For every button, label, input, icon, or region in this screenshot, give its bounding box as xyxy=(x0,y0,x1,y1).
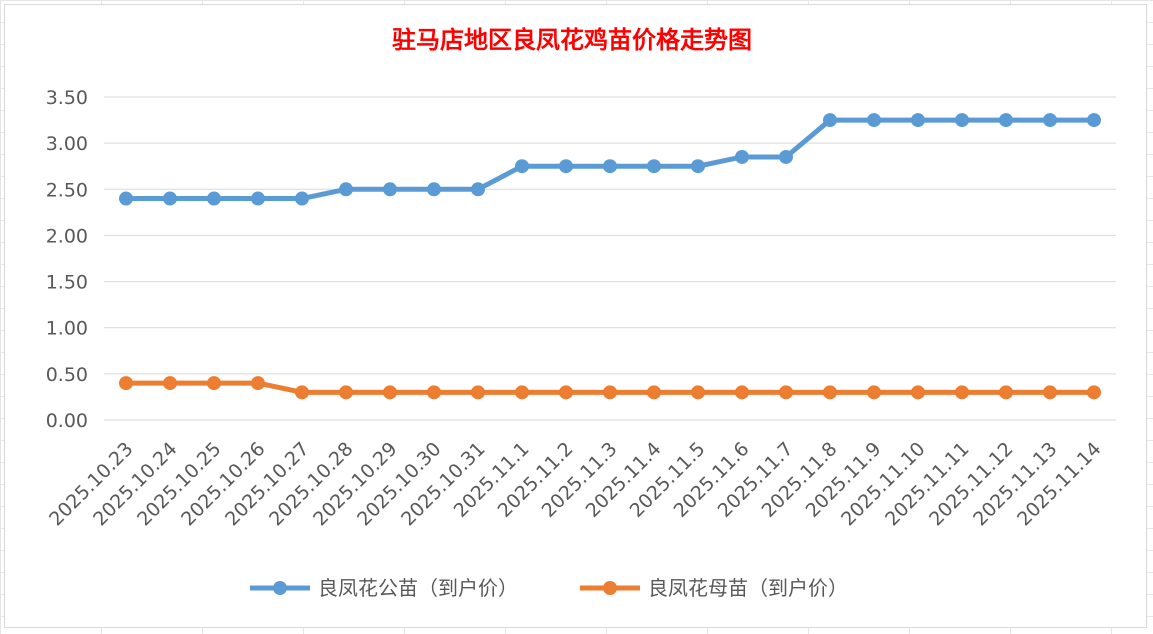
y-tick-label: 0.50 xyxy=(46,364,88,386)
data-point xyxy=(163,191,177,206)
data-point xyxy=(647,385,661,400)
data-point xyxy=(867,385,881,400)
legend-item[interactable]: 良凤花公苗（到户价） xyxy=(250,576,518,600)
data-point xyxy=(251,191,265,206)
legend-label: 良凤花母苗（到户价） xyxy=(648,576,848,600)
data-point xyxy=(867,113,881,128)
data-point xyxy=(1087,385,1101,400)
data-point xyxy=(603,385,617,400)
data-point xyxy=(999,113,1013,128)
data-point xyxy=(603,159,617,174)
data-point xyxy=(955,385,969,400)
data-point xyxy=(295,385,309,400)
data-point xyxy=(999,385,1013,400)
chart-title: 驻马店地区良凤花鸡苗价格走势图 xyxy=(392,25,752,54)
data-point xyxy=(427,182,441,197)
data-point xyxy=(691,159,705,174)
data-point xyxy=(1087,113,1101,128)
data-point xyxy=(735,385,749,400)
data-point xyxy=(339,385,353,400)
x-axis: 2025.10.232025.10.242025.10.252025.10.26… xyxy=(45,438,1105,530)
data-point xyxy=(647,159,661,174)
data-point xyxy=(823,113,837,128)
data-point xyxy=(207,376,221,391)
data-point xyxy=(559,385,573,400)
data-point xyxy=(119,191,133,206)
y-tick-label: 1.00 xyxy=(46,318,88,340)
y-tick-label: 2.00 xyxy=(46,225,88,247)
data-point xyxy=(207,191,221,206)
data-point xyxy=(911,113,925,128)
legend-marker xyxy=(603,581,617,595)
data-point xyxy=(735,149,749,164)
data-point xyxy=(911,385,925,400)
y-tick-label: 1.50 xyxy=(46,272,88,294)
legend-marker xyxy=(273,581,287,595)
data-point xyxy=(427,385,441,400)
data-point xyxy=(471,182,485,197)
data-point xyxy=(383,385,397,400)
series-layer xyxy=(119,113,1101,400)
y-tick-label: 2.50 xyxy=(46,179,88,201)
legend-item[interactable]: 良凤花母苗（到户价） xyxy=(580,576,848,600)
data-point xyxy=(119,376,133,391)
data-point xyxy=(691,385,705,400)
chart-area[interactable] xyxy=(4,4,1147,628)
data-point xyxy=(1043,385,1057,400)
y-tick-label: 0.00 xyxy=(46,410,88,432)
legend-label: 良凤花公苗（到户价） xyxy=(318,576,518,600)
y-axis: 0.00 0.50 1.00 1.50 2.00 2.50 3.00 3.50 xyxy=(46,87,88,432)
series-2 xyxy=(119,376,1101,400)
data-point xyxy=(515,159,529,174)
data-point xyxy=(955,113,969,128)
data-point xyxy=(295,191,309,206)
data-point xyxy=(779,385,793,400)
data-point xyxy=(559,159,573,174)
y-tick-label: 3.50 xyxy=(46,87,88,109)
legend[interactable]: 良凤花公苗（到户价） 良凤花母苗（到户价） xyxy=(250,576,848,600)
data-point xyxy=(823,385,837,400)
data-point xyxy=(515,385,529,400)
data-point xyxy=(383,182,397,197)
data-point xyxy=(339,182,353,197)
gridlines xyxy=(104,96,1116,421)
data-point xyxy=(1043,113,1057,128)
y-tick-label: 3.00 xyxy=(46,133,88,155)
data-point xyxy=(779,149,793,164)
data-point xyxy=(471,385,485,400)
series-1 xyxy=(119,113,1101,206)
data-point xyxy=(163,376,177,391)
data-point xyxy=(251,376,265,391)
